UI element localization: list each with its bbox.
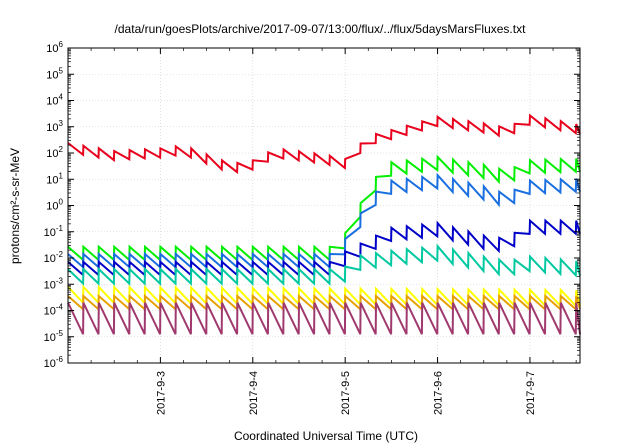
y-axis-label: protons/cm²-s-sr-MeV	[8, 148, 22, 264]
y-tick-label: 10-1	[44, 224, 64, 239]
series-line-1	[67, 113, 581, 175]
series-line-3	[67, 172, 581, 270]
plot-area	[67, 113, 581, 335]
x-tick-label: 2017-9-3	[155, 371, 167, 415]
series-line-5	[67, 243, 581, 286]
x-tick-label: 2017-9-5	[340, 371, 352, 415]
y-tick-label: 105	[46, 66, 63, 81]
y-tick-label: 10-2	[44, 250, 64, 265]
y-tick-label: 102	[46, 145, 63, 160]
y-tick-label: 101	[46, 171, 63, 186]
y-tick-label: 10-6	[44, 355, 64, 370]
y-tick-label: 10-5	[44, 329, 64, 344]
chart-title: /data/run/goesPlots/archive/2017-09-07/1…	[115, 22, 527, 36]
x-axis: 2017-9-3 2017-9-4 2017-9-5 2017-9-6 2017-9-7	[90, 48, 577, 415]
y-tick-label: 10-3	[44, 276, 64, 291]
y-tick-label: 106	[46, 40, 63, 55]
x-tick-label: 2017-9-4	[248, 371, 260, 415]
y-tick-label: 10-4	[44, 303, 64, 318]
y-tick-label: 104	[46, 93, 63, 108]
grid-lines	[68, 48, 580, 363]
series-line-8	[67, 302, 581, 335]
x-axis-label: Coordinated Universal Time (UTC)	[234, 429, 418, 443]
x-tick-label: 2017-9-7	[525, 371, 537, 415]
series-line-2	[67, 154, 581, 263]
y-tick-label: 103	[46, 119, 63, 134]
y-tick-label: 100	[46, 198, 63, 213]
y-axis: 10-6 10-5 10-4 10-3 10-2 10-1 100 101 102 103 104 1…	[44, 40, 580, 370]
x-tick-label: 2017-9-6	[433, 371, 445, 415]
